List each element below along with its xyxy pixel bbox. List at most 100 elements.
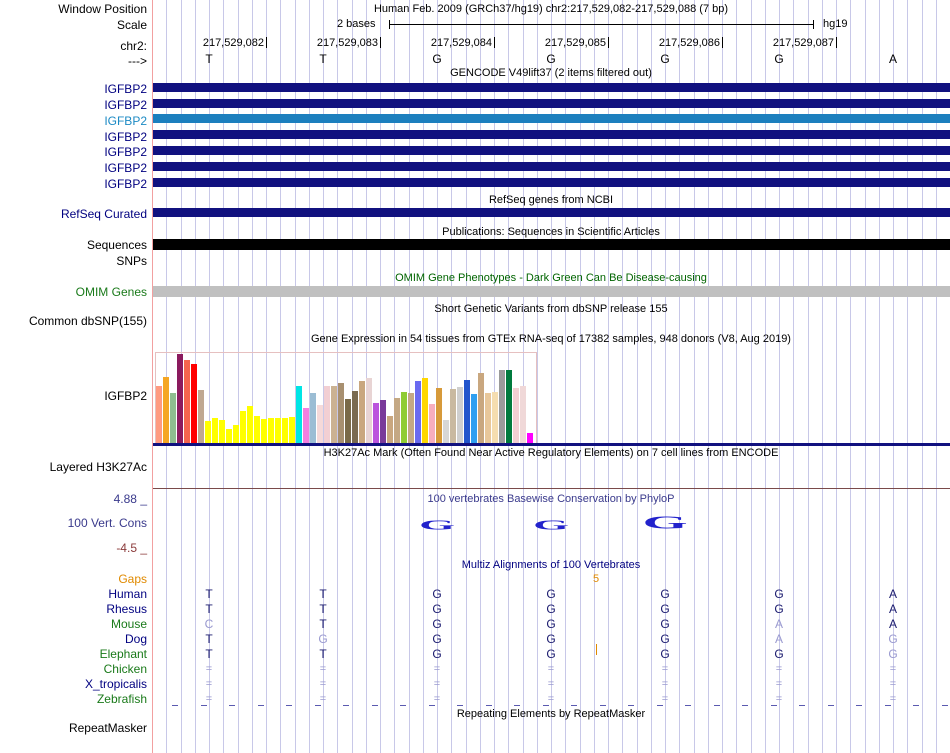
species-label-elephant[interactable]: Elephant	[99, 647, 147, 661]
gtex-tissue-bar[interactable]	[254, 416, 260, 444]
conservation-base-glyph[interactable]: G	[533, 517, 569, 533]
gtex-label[interactable]: IGFBP2	[104, 389, 147, 403]
gtex-tissue-bar[interactable]	[359, 381, 365, 444]
publications-track-title[interactable]: Publications: Sequences in Scientific Ar…	[442, 226, 660, 238]
gtex-tissue-bar[interactable]	[366, 378, 372, 444]
gtex-tissue-bar[interactable]	[247, 406, 253, 444]
gtex-tissue-bar[interactable]	[513, 388, 519, 444]
gtex-tissue-bar[interactable]	[275, 418, 281, 444]
gencode-transcript-bar[interactable]	[152, 99, 950, 108]
gtex-tissue-bar[interactable]	[520, 386, 526, 444]
refseq-curated-label[interactable]: RefSeq Curated	[60, 207, 147, 221]
gtex-tissue-bar[interactable]	[212, 418, 218, 444]
h3k27ac-track-title[interactable]: H3K27Ac Mark (Often Found Near Active Re…	[323, 447, 779, 459]
gencode-item-label-4[interactable]: IGFBP2	[104, 130, 147, 144]
gtex-tissue-bar[interactable]	[177, 354, 183, 444]
h3k27ac-label[interactable]: Layered H3K27Ac	[49, 460, 147, 474]
gtex-tissue-bar[interactable]	[471, 394, 477, 444]
conservation-base-glyph[interactable]: G	[642, 513, 688, 533]
gtex-tissue-bar[interactable]	[422, 378, 428, 444]
gtex-tissue-bar[interactable]	[373, 403, 379, 444]
gencode-item-label-1[interactable]: IGFBP2	[104, 82, 147, 96]
gencode-transcript-bar[interactable]	[152, 83, 950, 92]
gtex-tissue-bar[interactable]	[492, 392, 498, 444]
gtex-tissue-bar[interactable]	[331, 386, 337, 444]
gtex-tissue-bar[interactable]	[394, 398, 400, 444]
species-label-chicken[interactable]: Chicken	[103, 662, 147, 676]
sequences-label[interactable]: Sequences	[86, 238, 147, 252]
gtex-tissue-bar[interactable]	[499, 370, 505, 444]
omim-genes-bar[interactable]	[152, 286, 950, 297]
species-label-rhesus[interactable]: Rhesus	[106, 602, 147, 616]
gtex-tissue-bar[interactable]	[191, 364, 197, 444]
gtex-tissue-bar[interactable]	[226, 429, 232, 444]
gtex-track-title[interactable]: Gene Expression in 54 tissues from GTEx …	[311, 333, 791, 345]
gtex-tissue-bar[interactable]	[289, 417, 295, 444]
gencode-item-label-2[interactable]: IGFBP2	[104, 98, 147, 112]
conservation-label[interactable]: 100 Vert. Cons	[67, 516, 147, 530]
gencode-item-label-3[interactable]: IGFBP2	[104, 114, 147, 128]
gencode-item-label-5[interactable]: IGFBP2	[104, 145, 147, 159]
gtex-tissue-bar[interactable]	[317, 405, 323, 444]
gtex-tissue-bar[interactable]	[415, 381, 421, 444]
gtex-tissue-bar[interactable]	[338, 383, 344, 444]
gencode-track-title[interactable]: GENCODE V49lift37 (2 items filtered out)	[450, 67, 652, 79]
gtex-tissue-bar[interactable]	[478, 373, 484, 444]
species-label-human[interactable]: Human	[108, 587, 147, 601]
omim-genes-label[interactable]: OMIM Genes	[75, 285, 147, 299]
gtex-tissue-bar[interactable]	[261, 419, 267, 444]
gtex-tissue-bar[interactable]	[506, 370, 512, 444]
gencode-transcript-bar[interactable]	[152, 146, 950, 155]
conservation-track-title[interactable]: 100 vertebrates Basewise Conservation by…	[427, 493, 675, 505]
gtex-tissue-bar[interactable]	[198, 390, 204, 444]
gtex-tissue-bar[interactable]	[282, 418, 288, 444]
common-dbsnp-label[interactable]: Common dbSNP(155)	[28, 314, 147, 328]
gtex-tissue-bar[interactable]	[450, 389, 456, 444]
species-label-dog[interactable]: Dog	[124, 632, 147, 646]
multiz-gaps-label[interactable]: Gaps	[118, 572, 147, 586]
gtex-tissue-bar[interactable]	[205, 421, 211, 444]
gtex-tissue-bar[interactable]	[324, 386, 330, 444]
gencode-transcript-bar[interactable]	[152, 114, 950, 123]
gencode-transcript-bar[interactable]	[152, 162, 950, 171]
gtex-tissue-bar[interactable]	[240, 411, 246, 444]
species-label-zebrafish[interactable]: Zebrafish	[96, 692, 147, 706]
gtex-tissue-bar[interactable]	[485, 393, 491, 444]
gtex-tissue-bar[interactable]	[170, 393, 176, 444]
gtex-tissue-bar[interactable]	[443, 420, 449, 444]
omim-track-title[interactable]: OMIM Gene Phenotypes - Dark Green Can Be…	[395, 272, 707, 284]
publications-sequences-bar[interactable]	[152, 239, 950, 250]
gtex-tissue-bar[interactable]	[527, 433, 533, 444]
refseq-curated-bar[interactable]	[152, 208, 950, 217]
gtex-tissue-bar[interactable]	[464, 380, 470, 444]
conservation-base-glyph[interactable]: G	[419, 517, 455, 533]
gtex-tissue-bar[interactable]	[380, 400, 386, 444]
gtex-tissue-bar[interactable]	[401, 392, 407, 444]
gtex-tissue-bar[interactable]	[184, 360, 190, 444]
gencode-item-label-7[interactable]: IGFBP2	[104, 177, 147, 191]
gtex-tissue-bar[interactable]	[303, 408, 309, 444]
gtex-tissue-bar[interactable]	[156, 386, 162, 444]
gtex-bar-chart[interactable]	[155, 352, 535, 444]
gtex-tissue-bar[interactable]	[408, 393, 414, 444]
gtex-tissue-bar[interactable]	[268, 418, 274, 444]
gtex-tissue-bar[interactable]	[457, 387, 463, 444]
species-label-mouse[interactable]: Mouse	[110, 617, 147, 631]
gtex-tissue-bar[interactable]	[310, 393, 316, 444]
refseq-track-title[interactable]: RefSeq genes from NCBI	[488, 194, 614, 206]
gtex-tissue-bar[interactable]	[233, 425, 239, 444]
gtex-tissue-bar[interactable]	[387, 416, 393, 444]
snps-label[interactable]: SNPs	[116, 254, 147, 268]
multiz-track-title[interactable]: Multiz Alignments of 100 Vertebrates	[461, 559, 641, 571]
repeatmasker-track-title[interactable]: Repeating Elements by RepeatMasker	[456, 708, 646, 720]
gtex-tissue-bar[interactable]	[296, 386, 302, 444]
gtex-tissue-bar[interactable]	[436, 388, 442, 444]
gtex-tissue-bar[interactable]	[219, 420, 225, 444]
gencode-transcript-bar[interactable]	[152, 130, 950, 139]
repeatmasker-label[interactable]: RepeatMasker	[68, 721, 147, 735]
species-label-x-tropicalis[interactable]: X_tropicalis	[84, 677, 147, 691]
gtex-tissue-bar[interactable]	[163, 377, 169, 444]
dbsnp-track-title[interactable]: Short Genetic Variants from dbSNP releas…	[434, 303, 668, 315]
gencode-transcript-bar[interactable]	[152, 178, 950, 187]
gtex-tissue-bar[interactable]	[345, 399, 351, 444]
